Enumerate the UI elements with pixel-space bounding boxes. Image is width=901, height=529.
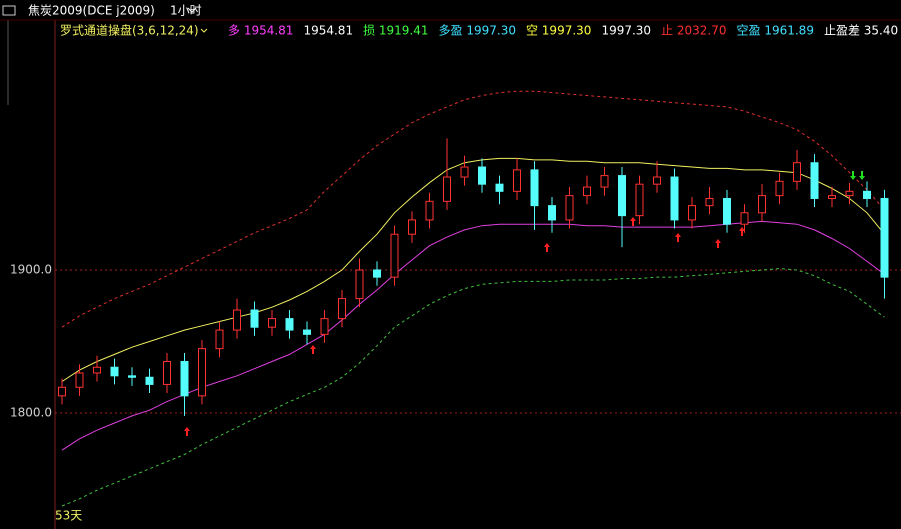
candle-body bbox=[600, 175, 609, 188]
indicator-value: 空 1997.30 bbox=[526, 24, 591, 38]
candle-body bbox=[495, 183, 504, 192]
candle-body bbox=[828, 195, 836, 199]
candle-body bbox=[110, 366, 119, 377]
candle-body bbox=[618, 175, 626, 217]
sell-arrow bbox=[850, 171, 856, 180]
candle-body bbox=[460, 166, 469, 178]
candle-body bbox=[338, 298, 346, 320]
buy-arrow bbox=[630, 217, 636, 226]
indicator-dropdown[interactable] bbox=[200, 28, 208, 33]
candle-body bbox=[180, 361, 189, 397]
candle-body bbox=[548, 205, 556, 221]
channel-line bbox=[61, 90, 885, 328]
buy-arrow bbox=[739, 227, 745, 236]
candle-body bbox=[250, 309, 259, 328]
candle-body bbox=[758, 195, 766, 214]
candle-body bbox=[635, 183, 644, 217]
channel-line bbox=[61, 157, 885, 382]
indicator-name[interactable]: 罗式通道操盘(3,6,12,24) bbox=[60, 23, 199, 38]
candle-body bbox=[740, 212, 749, 225]
candle-body bbox=[670, 176, 679, 221]
candle-body bbox=[233, 309, 241, 331]
y-tick-label: 1800.0 bbox=[10, 406, 52, 420]
candle-body bbox=[530, 169, 539, 207]
candle-body bbox=[163, 361, 171, 385]
candle-body bbox=[478, 166, 486, 185]
indicator-value: 多 1954.81 bbox=[228, 24, 293, 38]
candle-body bbox=[355, 269, 364, 300]
y-tick-label: 1900.0 bbox=[10, 262, 52, 276]
buy-arrow bbox=[310, 345, 316, 354]
candle-body bbox=[373, 269, 381, 278]
channel-line bbox=[61, 268, 885, 507]
sell-arrow bbox=[859, 171, 865, 180]
buy-arrow bbox=[675, 233, 681, 242]
period[interactable]: 1小时 bbox=[170, 4, 202, 18]
period-dropdown[interactable] bbox=[187, 7, 197, 13]
candle-body bbox=[285, 318, 294, 331]
candle-body bbox=[688, 205, 696, 221]
candle-body bbox=[198, 348, 206, 397]
candle-body bbox=[513, 169, 521, 192]
candle-body bbox=[145, 376, 154, 385]
candle-body bbox=[775, 180, 784, 197]
candle-body bbox=[863, 190, 871, 199]
candle-body bbox=[845, 190, 854, 197]
indicator-value: 多盈 1997.30 bbox=[439, 24, 516, 38]
indicator-value: 空盈 1961.89 bbox=[737, 24, 814, 38]
indicator-value: 止 2032.70 bbox=[661, 24, 726, 38]
candle-body bbox=[408, 219, 416, 235]
candle-body bbox=[268, 318, 276, 328]
candle-body bbox=[810, 162, 819, 199]
buy-arrow bbox=[715, 239, 721, 248]
candle-body bbox=[215, 329, 224, 350]
candle-body bbox=[93, 366, 101, 374]
candle-body bbox=[653, 176, 661, 185]
candle-body bbox=[723, 197, 731, 225]
candle-body bbox=[565, 195, 574, 221]
candle-body bbox=[793, 162, 801, 182]
candle-body bbox=[75, 372, 84, 388]
days-label: 53天 bbox=[55, 509, 82, 523]
indicator-value: 止盈差 35.40 bbox=[824, 24, 898, 38]
buy-arrow bbox=[184, 427, 190, 436]
candle-body bbox=[880, 197, 889, 278]
candle-body bbox=[128, 375, 136, 378]
candle-body bbox=[303, 329, 311, 335]
candle-body bbox=[390, 233, 399, 278]
buy-arrow bbox=[544, 243, 550, 252]
symbol[interactable]: 焦炭2009(DCE j2009) bbox=[28, 4, 155, 18]
indicator-value: 1954.81 bbox=[303, 24, 353, 38]
candle-body bbox=[705, 197, 714, 207]
indicator-value: 1997.30 bbox=[601, 24, 651, 38]
candle-body bbox=[583, 186, 591, 197]
candle-body bbox=[443, 176, 451, 202]
signals bbox=[184, 171, 865, 436]
indicator-value: 损 1919.41 bbox=[363, 24, 428, 38]
window-icon[interactable] bbox=[2, 5, 16, 16]
candle-body bbox=[425, 200, 434, 221]
candle-body bbox=[320, 318, 329, 335]
candle-body bbox=[58, 386, 66, 397]
